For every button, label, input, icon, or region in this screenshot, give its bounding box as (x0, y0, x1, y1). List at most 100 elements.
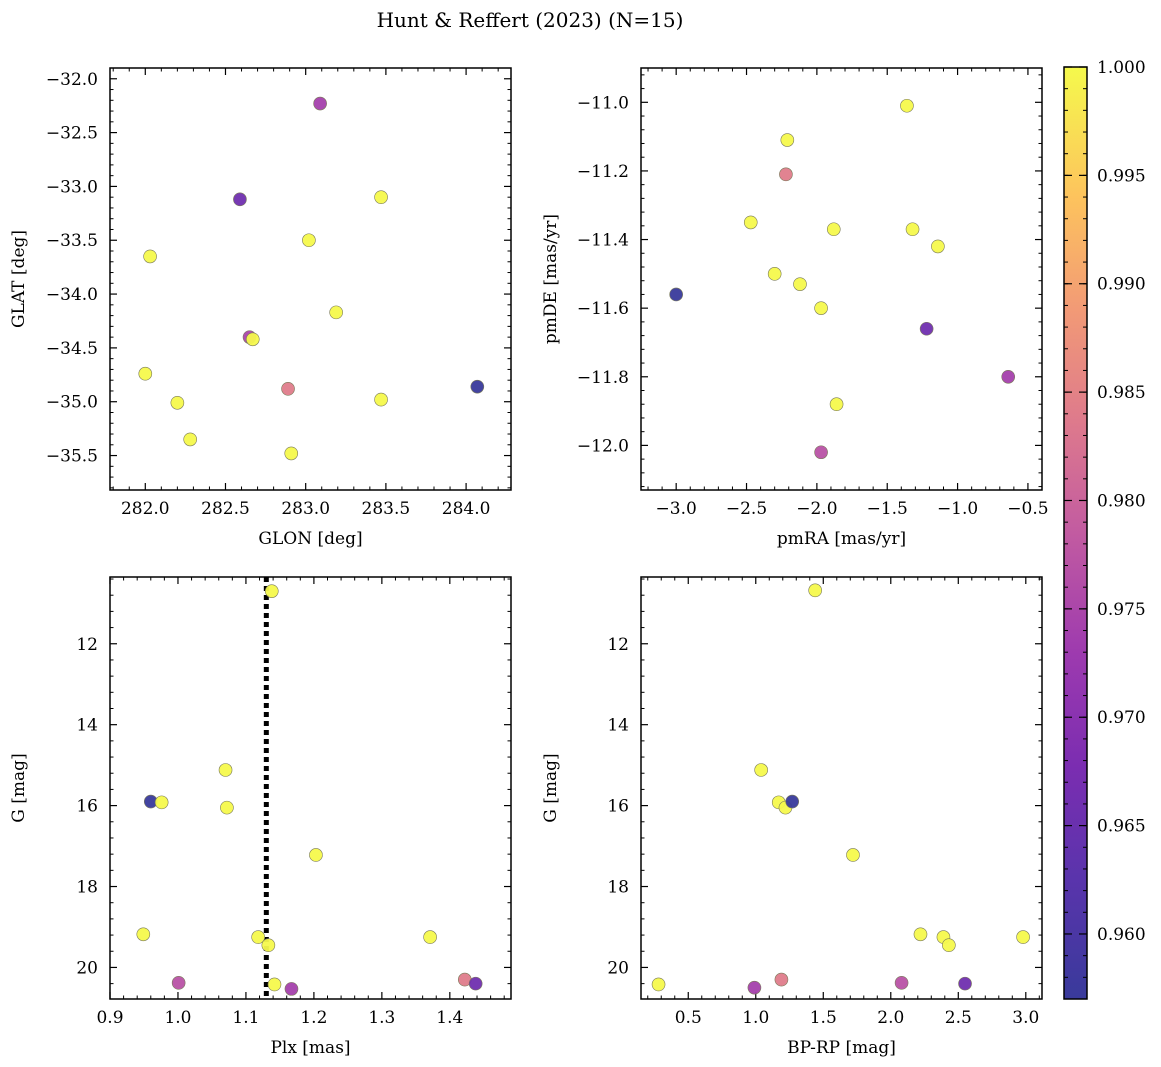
data-point (774, 972, 789, 987)
data-point (919, 321, 934, 336)
y-tick-label: 12 (607, 635, 629, 655)
data-point (267, 977, 282, 992)
data-point (779, 167, 793, 182)
y-tick-label: −11.6 (577, 299, 629, 319)
x-tick-label: 1.0 (742, 1008, 769, 1028)
pmra-pmde-ylabel: pmDE [mas/yr] (541, 214, 561, 344)
data-point (302, 233, 316, 248)
data-point (374, 392, 388, 407)
colorbar-tick-label: 0.985 (1097, 383, 1146, 403)
y-tick-label: 12 (76, 635, 98, 655)
data-point (470, 379, 485, 394)
data-point (958, 976, 972, 991)
plx-g-frame (109, 576, 512, 1000)
data-point (905, 222, 920, 237)
colorbar-tick-label: 0.970 (1097, 708, 1146, 728)
x-tick-label: −2.0 (796, 499, 837, 519)
data-point (171, 976, 186, 990)
data-point (1001, 369, 1016, 384)
data-point (931, 239, 945, 254)
y-tick-label: 18 (607, 878, 629, 898)
y-tick-label: −32.5 (46, 124, 98, 144)
y-tick-label: −32.0 (46, 70, 98, 90)
colorbar-tick-label: 1.000 (1097, 58, 1146, 78)
data-point (170, 396, 185, 410)
x-tick-label: 1.1 (232, 1008, 259, 1028)
data-point (281, 382, 295, 396)
colorbar-gradient (1063, 66, 1088, 1000)
bprp-g-frame (640, 576, 1043, 1000)
data-point (793, 277, 807, 291)
x-tick-label: 2.5 (945, 1008, 972, 1028)
x-tick-label: 2.0 (877, 1008, 904, 1028)
data-point (251, 930, 265, 944)
y-tick-label: −35.5 (46, 447, 98, 467)
data-point (780, 133, 795, 147)
x-tick-label: 282.5 (201, 499, 250, 519)
data-point (846, 848, 860, 862)
x-tick-label: −1.0 (937, 499, 978, 519)
y-tick-label: 16 (607, 797, 629, 817)
data-point (900, 98, 914, 113)
y-tick-label: −12.0 (577, 436, 629, 456)
colorbar-ticks: 0.960 0.965 0.970 0.975 0.980 0.985 0.990 0.995… (1064, 58, 1146, 1000)
data-point (747, 980, 762, 995)
bprp-g-ylabel: G [mag] (541, 753, 561, 822)
data-point (826, 222, 841, 237)
y-tick-label: −34.5 (46, 339, 98, 359)
data-point (808, 583, 822, 598)
pmra-pmde-points (669, 98, 1016, 460)
glon-glat-xlabel: GLON [deg] (258, 529, 362, 549)
y-tick-label: 14 (76, 716, 98, 736)
data-point (468, 976, 483, 991)
x-tick-label: 1.0 (164, 1008, 191, 1028)
y-tick-label: −34.0 (46, 285, 98, 305)
x-tick-label: 0.9 (96, 1008, 123, 1028)
data-point (284, 446, 299, 461)
y-tick-label: −33.5 (46, 231, 98, 251)
data-point (313, 96, 327, 111)
pmra-pmde-xlabel: pmRA [mas/yr] (777, 529, 906, 549)
figure-title: Hunt & Reffert (2023) (N=15) (377, 8, 684, 32)
x-tick-label: 3.0 (1012, 1008, 1039, 1028)
data-point (651, 977, 666, 992)
data-point (423, 930, 437, 944)
bprp-g-points (651, 583, 1030, 995)
bprp-g-minor-ticks (641, 577, 1042, 999)
data-point (913, 927, 928, 942)
colorbar-tick-label: 0.995 (1097, 166, 1146, 186)
data-point (829, 397, 844, 412)
x-tick-label: 283.0 (281, 499, 330, 519)
colorbar-tick-label: 0.990 (1097, 275, 1146, 295)
bprp-g-panel: 0.5 1.0 1.5 2.0 2.5 3.0 12 14 16 18 20 BP-RP [mag] G… (541, 576, 1043, 1058)
x-tick-label: 1.5 (810, 1008, 837, 1028)
data-point (261, 938, 276, 952)
x-tick-label: 283.5 (362, 499, 411, 519)
pmra-pmde-minor-ticks (641, 68, 1042, 490)
data-point (143, 249, 157, 264)
y-tick-label: 20 (76, 958, 98, 978)
y-tick-label: −33.0 (46, 177, 98, 197)
data-point (767, 267, 782, 281)
x-tick-label: −1.5 (867, 499, 908, 519)
plx-g-ylabel: G [mag] (9, 753, 29, 822)
colorbar: 0.960 0.965 0.970 0.975 0.980 0.985 0.990 0.995… (1063, 58, 1146, 1000)
pmra-pmde-frame (640, 67, 1043, 491)
bprp-g-xlabel: BP-RP [mag] (787, 1038, 896, 1058)
data-point (814, 445, 828, 460)
y-tick-label: 18 (76, 878, 98, 898)
data-point (743, 215, 758, 230)
data-point (785, 794, 800, 809)
plx-g-points (136, 584, 483, 996)
data-point (154, 795, 169, 810)
data-point (138, 366, 153, 381)
data-point (942, 938, 956, 952)
data-point (814, 301, 828, 315)
y-tick-label: −11.2 (577, 162, 629, 182)
x-tick-label: −0.5 (1007, 499, 1048, 519)
data-point (374, 190, 388, 204)
data-point (264, 584, 279, 598)
plx-g-panel: 0.9 1.0 1.1 1.2 1.3 1.4 12 14 16 18 20 Plx [mas] G [… (9, 576, 512, 1058)
pmra-pmde-panel: −3.0 −2.5 −2.0 −1.5 −1.0 −0.5 −11.0 −11.2 −11.4 −… (541, 67, 1049, 549)
